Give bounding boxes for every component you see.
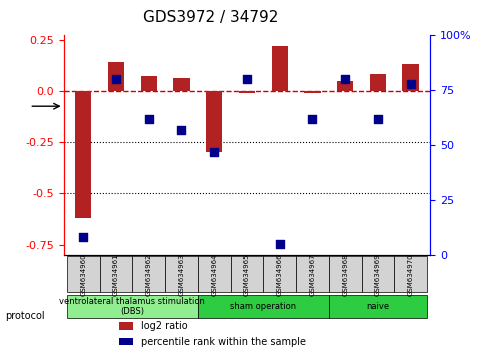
- Bar: [140, 76, 157, 91]
- Text: GDS3972 / 34792: GDS3972 / 34792: [142, 10, 277, 25]
- Bar: [205, 91, 222, 152]
- Text: GSM634967: GSM634967: [309, 253, 315, 296]
- Text: GSM634966: GSM634966: [276, 253, 282, 296]
- Point: [112, 76, 120, 82]
- Point: [144, 116, 152, 121]
- FancyBboxPatch shape: [165, 256, 198, 292]
- Bar: [173, 79, 189, 91]
- FancyBboxPatch shape: [100, 256, 132, 292]
- FancyBboxPatch shape: [328, 295, 426, 318]
- Bar: [402, 64, 418, 91]
- Text: GSM634960: GSM634960: [80, 253, 86, 296]
- Text: GSM634962: GSM634962: [145, 253, 151, 296]
- FancyBboxPatch shape: [198, 295, 328, 318]
- FancyBboxPatch shape: [361, 256, 393, 292]
- FancyBboxPatch shape: [295, 256, 328, 292]
- Text: GSM634961: GSM634961: [113, 253, 119, 296]
- Point: [373, 116, 381, 121]
- Text: log2 ratio: log2 ratio: [141, 321, 187, 331]
- FancyBboxPatch shape: [132, 256, 165, 292]
- Text: protocol: protocol: [5, 311, 44, 321]
- Point: [275, 241, 283, 247]
- Text: GSM634970: GSM634970: [407, 253, 413, 296]
- Point: [406, 81, 414, 86]
- Text: ventrolateral thalamus stimulation
(DBS): ventrolateral thalamus stimulation (DBS): [59, 297, 205, 316]
- Point: [308, 116, 316, 121]
- Text: GSM634969: GSM634969: [374, 253, 380, 296]
- FancyBboxPatch shape: [263, 256, 295, 292]
- Text: GSM634963: GSM634963: [178, 253, 184, 296]
- Bar: [271, 46, 287, 91]
- Text: naive: naive: [366, 302, 389, 311]
- Bar: [238, 91, 255, 93]
- Bar: [75, 91, 91, 218]
- Text: sham operation: sham operation: [230, 302, 296, 311]
- Point: [177, 127, 185, 132]
- Text: GSM634968: GSM634968: [342, 253, 347, 296]
- Point: [243, 76, 250, 82]
- Bar: [118, 338, 133, 346]
- Bar: [107, 62, 124, 91]
- FancyBboxPatch shape: [393, 256, 426, 292]
- FancyBboxPatch shape: [328, 256, 361, 292]
- Bar: [304, 91, 320, 93]
- Bar: [118, 322, 133, 330]
- Point: [341, 76, 348, 82]
- Point: [79, 234, 87, 240]
- Point: [210, 149, 218, 154]
- Bar: [336, 80, 353, 91]
- Text: GSM634965: GSM634965: [244, 253, 249, 296]
- Bar: [369, 74, 386, 91]
- FancyBboxPatch shape: [67, 295, 198, 318]
- FancyBboxPatch shape: [67, 256, 100, 292]
- FancyBboxPatch shape: [230, 256, 263, 292]
- Text: GSM634964: GSM634964: [211, 253, 217, 296]
- FancyBboxPatch shape: [198, 256, 230, 292]
- Text: percentile rank within the sample: percentile rank within the sample: [141, 337, 305, 347]
